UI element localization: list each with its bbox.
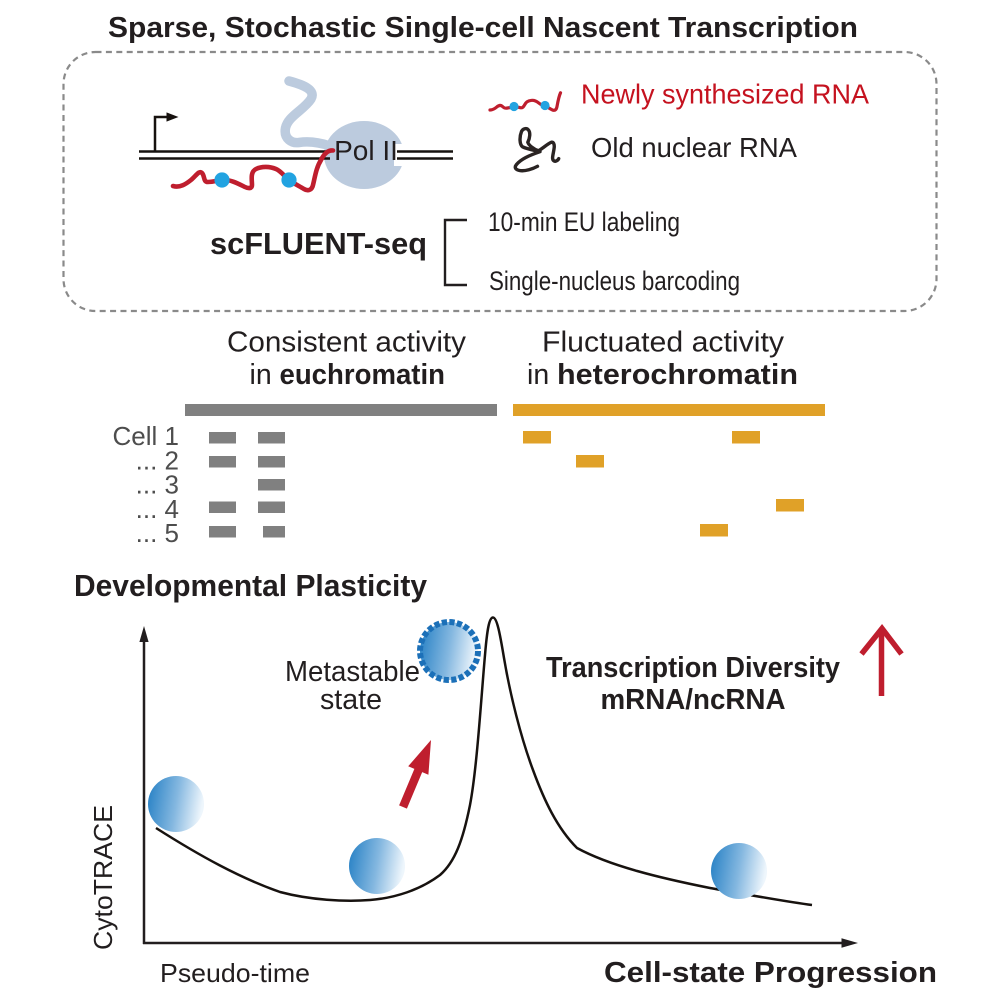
svg-text:Consistent activity: Consistent activity bbox=[227, 327, 467, 359]
svg-text:scFLUENT-seq: scFLUENT-seq bbox=[210, 226, 427, 261]
svg-text:Pol II: Pol II bbox=[334, 135, 398, 166]
svg-text:mRNA/ncRNA: mRNA/ncRNA bbox=[601, 684, 786, 716]
svg-text:Old nuclear RNA: Old nuclear RNA bbox=[591, 132, 797, 163]
svg-text:Single-nucleus barcoding: Single-nucleus barcoding bbox=[489, 266, 740, 296]
svg-text:Pseudo-time: Pseudo-time bbox=[160, 958, 310, 988]
svg-text:... 5: ... 5 bbox=[136, 518, 179, 548]
svg-text:Developmental Plasticity: Developmental Plasticity bbox=[74, 568, 428, 603]
svg-text:Transcription Diversity: Transcription Diversity bbox=[546, 652, 840, 684]
svg-text:Sparse, Stochastic Single-cell: Sparse, Stochastic Single-cell Nascent T… bbox=[108, 12, 858, 44]
svg-text:Fluctuated activity: Fluctuated activity bbox=[542, 327, 785, 359]
svg-text:... 4: ... 4 bbox=[136, 494, 179, 524]
svg-text:euchromatin: euchromatin bbox=[280, 359, 446, 391]
svg-text:in: in bbox=[527, 359, 549, 391]
svg-text:Metastable: Metastable bbox=[285, 656, 420, 688]
svg-text:CytoTRACE: CytoTRACE bbox=[88, 805, 118, 950]
svg-text:Newly synthesized RNA: Newly synthesized RNA bbox=[581, 79, 869, 110]
svg-text:10-min EU labeling: 10-min EU labeling bbox=[488, 207, 680, 237]
svg-text:Cell-state Progression: Cell-state Progression bbox=[604, 957, 937, 989]
svg-text:in: in bbox=[250, 359, 272, 391]
svg-text:heterochromatin: heterochromatin bbox=[557, 359, 798, 391]
svg-text:... 3: ... 3 bbox=[136, 470, 179, 500]
svg-text:state: state bbox=[320, 684, 382, 716]
svg-text:... 2: ... 2 bbox=[136, 445, 179, 475]
svg-text:Cell 1: Cell 1 bbox=[113, 421, 179, 451]
